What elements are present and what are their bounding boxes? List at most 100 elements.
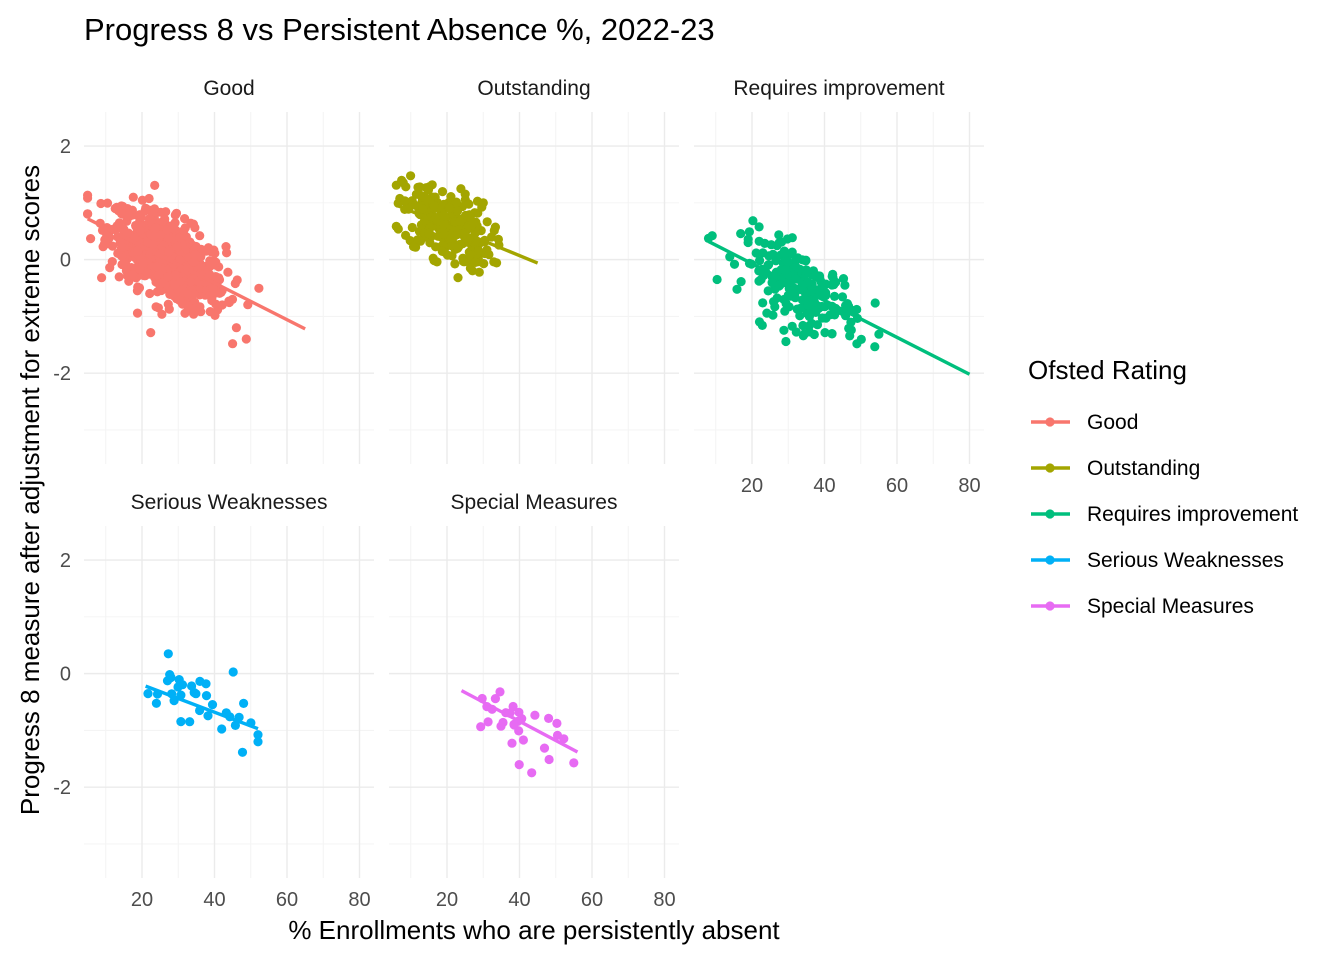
data-point <box>151 302 161 312</box>
data-point <box>145 288 155 299</box>
data-point <box>774 230 784 240</box>
data-point <box>767 278 777 288</box>
data-point <box>474 267 484 277</box>
data-point <box>393 224 403 234</box>
data-point <box>514 760 524 770</box>
facet-panel: Requires improvement 20 40 60 80 <box>694 77 984 497</box>
data-point <box>224 297 234 308</box>
data-point <box>176 717 186 727</box>
data-point <box>179 225 189 235</box>
data-point <box>790 293 800 303</box>
data-point <box>490 694 500 704</box>
data-point <box>446 192 456 202</box>
chart-title: Progress 8 vs Persistent Absence %, 2022… <box>84 12 715 47</box>
y-tick-label: 2 <box>60 136 71 158</box>
data-point <box>490 222 500 232</box>
data-point <box>126 263 136 273</box>
data-point <box>117 209 127 219</box>
data-point <box>787 233 797 243</box>
data-point <box>748 216 758 226</box>
data-point <box>787 249 797 259</box>
data-point <box>799 294 809 304</box>
data-point <box>127 270 137 280</box>
trend-line <box>145 684 259 731</box>
legend-key-point <box>1045 555 1055 565</box>
data-point <box>743 234 753 244</box>
facet-strip-label: Special Measures <box>451 491 618 514</box>
data-point <box>729 259 740 269</box>
data-point <box>231 323 241 333</box>
data-point <box>763 260 773 270</box>
data-point <box>712 274 722 285</box>
data-point <box>498 717 508 728</box>
data-point <box>221 242 231 252</box>
data-point <box>755 256 765 266</box>
data-point <box>507 738 517 748</box>
facet-panel: Outstanding <box>389 77 679 464</box>
data-point <box>253 730 263 740</box>
data-point <box>164 304 174 314</box>
legend-key-point <box>1045 509 1055 519</box>
data-point <box>800 328 810 339</box>
data-point <box>825 310 835 320</box>
data-point <box>406 171 416 181</box>
data-point <box>817 313 827 323</box>
facet-strip-label: Good <box>203 77 254 100</box>
data-point <box>175 232 185 243</box>
x-tick-label: 20 <box>131 889 153 911</box>
data-point <box>239 698 249 709</box>
data-point <box>779 248 789 258</box>
legend-label: Special Measures <box>1087 595 1254 618</box>
data-point <box>209 256 219 266</box>
data-point <box>483 717 493 727</box>
y-tick-label: -2 <box>53 363 71 385</box>
facet-panels: Good -2 0 2 Outstanding Requires improvement 2… <box>53 77 984 911</box>
data-point <box>113 248 123 258</box>
x-tick-label: 80 <box>958 475 980 497</box>
data-point <box>431 242 441 252</box>
data-point <box>158 278 168 288</box>
trend-line <box>460 689 579 754</box>
data-point <box>207 295 217 306</box>
data-point <box>736 229 746 239</box>
data-point <box>140 206 150 216</box>
data-point <box>83 193 93 203</box>
data-point <box>188 257 199 267</box>
data-point <box>811 307 821 317</box>
data-point <box>817 301 827 312</box>
data-point <box>143 689 153 699</box>
facet-strip-label: Requires improvement <box>733 77 944 100</box>
y-tick-label: -2 <box>53 777 71 799</box>
data-point <box>170 280 180 290</box>
data-point <box>744 227 755 237</box>
data-point <box>138 258 148 268</box>
y-tick-label: 2 <box>60 550 71 572</box>
data-point <box>423 185 434 195</box>
data-point <box>160 214 170 224</box>
data-point <box>107 241 118 251</box>
data-point <box>780 265 790 275</box>
data-point <box>552 718 562 729</box>
data-point <box>171 208 182 218</box>
data-point <box>135 225 145 235</box>
data-point <box>444 203 455 213</box>
data-point <box>453 273 463 283</box>
trend-line <box>86 217 306 331</box>
data-point <box>852 304 862 315</box>
data-point <box>189 688 199 698</box>
data-point <box>208 284 218 294</box>
legend-key-point <box>1045 417 1055 427</box>
data-point <box>162 676 173 686</box>
data-point <box>201 691 212 701</box>
data-point <box>801 255 811 265</box>
data-point <box>820 328 830 338</box>
data-point <box>758 298 768 308</box>
data-point <box>180 308 190 318</box>
x-axis-title: % Enrollments who are persistently absen… <box>288 915 780 945</box>
legend-title: Ofsted Rating <box>1028 355 1187 385</box>
data-point <box>205 307 215 317</box>
data-point <box>798 320 808 331</box>
trend-line <box>395 203 539 265</box>
data-point <box>754 236 764 246</box>
